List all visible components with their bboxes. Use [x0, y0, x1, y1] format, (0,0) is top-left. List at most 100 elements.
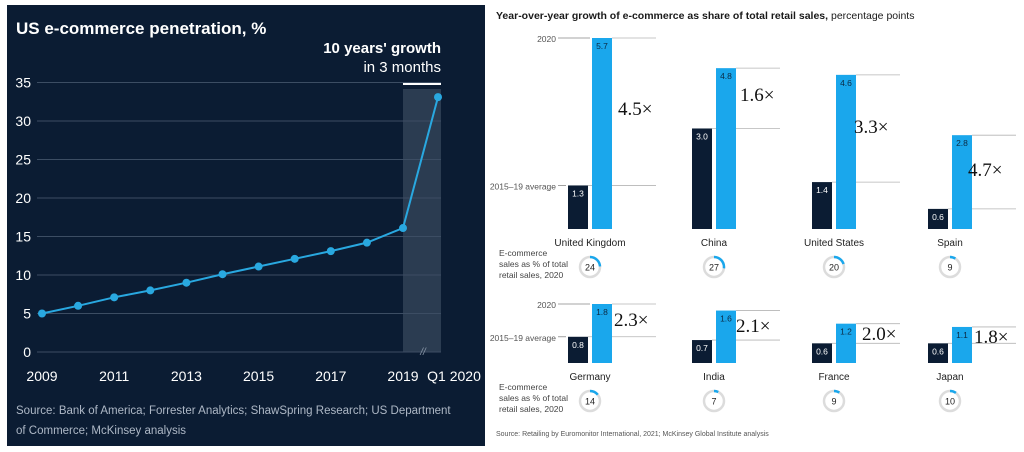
- ecommerce-label-row2: E-commerce sales as % of total retail sa…: [499, 382, 568, 414]
- data-point: [254, 262, 263, 271]
- donut-share-arc: [938, 389, 962, 413]
- bar-2020: [716, 68, 736, 229]
- country-group: 0.7 1.6 2.1× India 7: [692, 310, 780, 413]
- x-tick-label: 2011: [99, 368, 129, 384]
- x-tick-label: 2019: [387, 368, 418, 384]
- donut-share-arc: [702, 389, 726, 413]
- share-2020-label: 27: [709, 263, 719, 273]
- value-label-2020: 4.6: [840, 78, 852, 88]
- share-2020-label: 20: [829, 263, 839, 273]
- y-tick-label: 35: [15, 75, 31, 91]
- y-tick-label: 25: [15, 152, 31, 168]
- country-bars: 1.3 5.7 4.5× United Kingdom 24 2020 2015–19 av…: [490, 34, 1016, 413]
- ecom-label-2: sales as % of total: [499, 259, 568, 269]
- country-name: France: [818, 372, 850, 383]
- annotation-avg: 2015–19 average: [490, 333, 556, 343]
- y-tick-label: 30: [15, 113, 31, 129]
- value-label-2020: 1.1: [956, 330, 968, 340]
- bar-2015-19-avg: [568, 336, 588, 363]
- y-tick-label: 15: [15, 229, 31, 245]
- y-tick-label: 5: [23, 306, 31, 322]
- country-group: 0.6 1.2 2.0× France 9: [812, 323, 900, 413]
- country-name: Japan: [936, 372, 963, 383]
- growth-multiplier: 4.5×: [618, 99, 652, 120]
- annotation-avg: 2015–19 average: [490, 181, 556, 191]
- country-name: Spain: [937, 238, 963, 249]
- annotation-2020: 2020: [537, 300, 556, 310]
- growth-multiplier: 3.3×: [854, 117, 888, 138]
- country-group: 3.0 4.8 1.6× China 27: [692, 67, 780, 279]
- bar-2020: [592, 304, 612, 363]
- x-axis-ticks: 2009 2011 2013 2015 2017 2019 Q1 2020: [26, 368, 481, 384]
- value-label-avg: 1.4: [816, 185, 828, 195]
- right-chart-title: Year-over-year growth of e-commerce as s…: [496, 10, 914, 22]
- value-label-avg: 0.8: [572, 340, 584, 350]
- share-2020-label: 9: [947, 263, 952, 273]
- donut-share-arc: [822, 389, 846, 413]
- highlight-band: [403, 89, 441, 352]
- value-label-2020: 1.8: [596, 307, 608, 317]
- ecom-label-3: retail sales, 2020: [499, 404, 564, 414]
- country-name: United Kingdom: [554, 238, 625, 249]
- ecom-label-3: retail sales, 2020: [499, 270, 564, 280]
- y-tick-label: 0: [23, 344, 31, 360]
- data-point: [218, 270, 227, 279]
- left-chart-title: US e-commerce penetration, %: [16, 19, 266, 38]
- country-group: 0.8 1.8 2.3× Germany 14 2020 2015–19 average: [490, 300, 656, 413]
- axis-break-mark: //: [419, 347, 427, 358]
- country-name: Germany: [569, 372, 610, 383]
- value-label-avg: 3.0: [696, 131, 708, 141]
- country-name: United States: [804, 238, 864, 249]
- value-label-avg: 0.7: [696, 343, 708, 353]
- share-2020-label: 7: [711, 397, 716, 407]
- growth-multiplier: 1.6×: [740, 85, 774, 106]
- growth-multiplier: 2.3×: [614, 310, 648, 331]
- share-2020-label: 10: [945, 397, 955, 407]
- donut-share-arc: [822, 255, 846, 279]
- series-points: [38, 93, 442, 318]
- bar-2020: [836, 74, 856, 229]
- value-label-2020: 5.7: [596, 41, 608, 51]
- value-label-avg: 0.6: [932, 212, 944, 222]
- ecom-label-1: E-commerce: [499, 382, 547, 392]
- y-tick-label: 20: [15, 190, 31, 206]
- x-tick-label: 2017: [315, 368, 346, 384]
- growth-multiplier: 2.0×: [862, 324, 896, 345]
- country-name: China: [701, 238, 728, 249]
- bar-2015-19-avg: [812, 343, 832, 363]
- bar-2020: [952, 326, 972, 363]
- value-label-2020: 4.8: [720, 71, 732, 81]
- bar-2020: [716, 310, 736, 363]
- data-point: [326, 247, 335, 256]
- value-label-2020: 1.6: [720, 314, 732, 324]
- data-point: [434, 93, 442, 102]
- series-line: [41, 96, 439, 315]
- data-point: [74, 301, 83, 310]
- country-group: 1.3 5.7 4.5× United Kingdom 24 2020 2015–19 av…: [490, 34, 656, 279]
- bar-2015-19-avg: [928, 208, 948, 229]
- data-point: [110, 293, 119, 302]
- bar-2015-19-avg: [692, 128, 712, 229]
- bar-2020: [836, 323, 856, 363]
- x-tick-label: Q1 2020: [427, 368, 481, 384]
- callout-line-2: in 3 months: [363, 59, 441, 76]
- share-2020-label: 9: [831, 397, 836, 407]
- right-title-bold: Year-over-year growth of e-commerce as s…: [496, 10, 828, 22]
- ecom-label-2: sales as % of total: [499, 393, 568, 403]
- growth-multiplier: 2.1×: [736, 316, 770, 337]
- callout-line-1: 10 years' growth: [323, 40, 441, 57]
- bar-2020: [952, 135, 972, 229]
- country-group: 0.6 1.1 1.8× Japan 10: [928, 326, 1016, 413]
- donut-share-arc: [578, 255, 602, 279]
- penetration-line: [41, 96, 439, 315]
- country-group: 1.4 4.6 3.3× United States 20: [804, 74, 900, 279]
- us-ecommerce-line-chart: US e-commerce penetration, % 10 years' g…: [15, 19, 481, 437]
- growth-multiplier: 1.8×: [974, 327, 1008, 348]
- x-tick-label: 2013: [171, 368, 202, 384]
- bar-2015-19-avg: [812, 182, 832, 229]
- country-name: India: [703, 372, 725, 383]
- data-point: [399, 224, 407, 233]
- bar-2015-19-avg: [928, 343, 948, 363]
- bar-2015-19-avg: [692, 340, 712, 363]
- data-point: [362, 238, 371, 247]
